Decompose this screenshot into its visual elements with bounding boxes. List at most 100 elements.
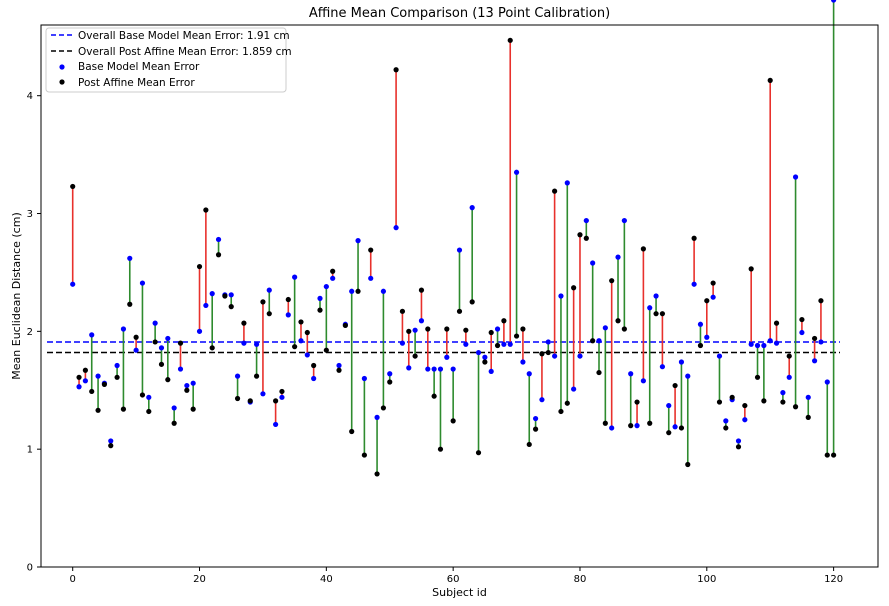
base-point bbox=[298, 338, 304, 344]
post-point bbox=[412, 353, 418, 359]
post-point bbox=[647, 420, 653, 426]
post-point bbox=[437, 446, 444, 452]
post-point bbox=[342, 322, 348, 329]
post-point bbox=[507, 37, 513, 43]
base-point bbox=[89, 332, 95, 338]
post-point bbox=[76, 374, 82, 380]
post-point bbox=[666, 430, 672, 436]
post-point bbox=[228, 304, 234, 310]
post-point bbox=[792, 404, 799, 410]
connector-lines bbox=[71, 0, 835, 474]
post-point bbox=[120, 406, 127, 412]
post-point bbox=[95, 407, 101, 413]
base-point bbox=[330, 275, 336, 281]
post-point bbox=[831, 452, 837, 458]
base-point bbox=[615, 254, 621, 260]
base-point bbox=[475, 349, 482, 356]
base-point bbox=[704, 334, 710, 340]
post-point bbox=[444, 326, 450, 332]
post-point bbox=[247, 398, 253, 404]
base-point bbox=[456, 247, 463, 253]
base-point bbox=[545, 339, 551, 345]
base-point bbox=[558, 293, 564, 299]
base-point bbox=[735, 438, 742, 444]
legend-base-label: Base Model Mean Error bbox=[78, 61, 200, 73]
base-point bbox=[177, 366, 184, 372]
y-tick-label: 0 bbox=[27, 563, 33, 574]
post-point bbox=[349, 428, 355, 435]
base-point bbox=[761, 342, 767, 349]
base-point bbox=[691, 281, 697, 287]
base-point bbox=[792, 174, 799, 180]
base-point bbox=[824, 379, 830, 385]
base-point bbox=[196, 328, 203, 334]
post-point bbox=[190, 406, 196, 412]
post-point bbox=[520, 326, 526, 332]
y-axis-ticks: 0 1 2 3 4 bbox=[27, 91, 41, 574]
base-point bbox=[564, 180, 570, 186]
base-point bbox=[647, 305, 653, 311]
base-point bbox=[311, 375, 317, 382]
post-point bbox=[292, 344, 298, 350]
post-point bbox=[222, 293, 228, 299]
base-point bbox=[494, 326, 501, 332]
base-point bbox=[710, 294, 716, 300]
base-point bbox=[76, 384, 82, 390]
post-point bbox=[659, 311, 666, 317]
y-tick-label: 4 bbox=[27, 91, 33, 102]
base-point bbox=[399, 340, 406, 346]
post-point bbox=[311, 362, 317, 369]
base-point bbox=[380, 288, 387, 294]
base-point bbox=[387, 371, 393, 377]
post-point bbox=[729, 394, 735, 400]
post-point bbox=[653, 311, 659, 317]
post-point bbox=[387, 379, 393, 385]
y-tick-label: 2 bbox=[27, 327, 33, 338]
post-point bbox=[513, 333, 520, 339]
base-point bbox=[811, 358, 818, 364]
base-point bbox=[266, 287, 272, 293]
base-point bbox=[304, 352, 310, 358]
base-point bbox=[653, 293, 659, 299]
post-point bbox=[393, 67, 399, 73]
legend-post-mean-label: Overall Post Affine Mean Error: 1.859 cm bbox=[78, 46, 292, 58]
base-point bbox=[412, 327, 418, 333]
post-point bbox=[279, 388, 285, 395]
post-point bbox=[678, 425, 685, 431]
base-point bbox=[609, 425, 615, 431]
base-point bbox=[323, 283, 329, 290]
x-tick-label: 60 bbox=[447, 574, 460, 585]
base-point bbox=[393, 225, 399, 231]
post-point bbox=[399, 308, 406, 314]
base-point bbox=[786, 374, 792, 380]
y-tick-label: 1 bbox=[27, 445, 33, 456]
post-point bbox=[425, 326, 431, 332]
post-point bbox=[469, 299, 475, 305]
post-point bbox=[596, 369, 602, 376]
post-point bbox=[209, 345, 215, 351]
base-point bbox=[127, 255, 133, 261]
base-point bbox=[203, 302, 209, 309]
post-point bbox=[773, 320, 780, 326]
base-point bbox=[634, 423, 640, 429]
post-point bbox=[380, 405, 387, 411]
base-point bbox=[114, 362, 120, 369]
post-point bbox=[101, 381, 108, 387]
base-point bbox=[171, 405, 177, 411]
post-point bbox=[184, 387, 190, 393]
post-point bbox=[583, 235, 589, 241]
base-point bbox=[418, 318, 425, 324]
post-point bbox=[628, 423, 634, 429]
base-point bbox=[678, 359, 685, 365]
base-point bbox=[723, 418, 729, 424]
post-point bbox=[767, 77, 773, 83]
base-point bbox=[507, 341, 513, 347]
post-point bbox=[818, 298, 824, 304]
base-point bbox=[273, 421, 279, 428]
base-point bbox=[228, 292, 234, 298]
post-point bbox=[824, 452, 830, 458]
post-point bbox=[571, 285, 577, 291]
base-point bbox=[659, 364, 666, 370]
base-point bbox=[158, 345, 165, 351]
base-point bbox=[139, 280, 146, 286]
